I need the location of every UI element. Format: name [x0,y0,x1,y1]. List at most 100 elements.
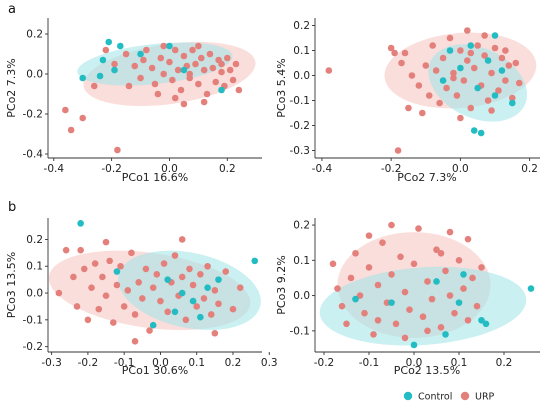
data-point-urp [131,62,139,70]
y-tick-label: -0.1 [290,325,311,337]
data-point-urp [464,235,472,243]
data-point-urp [450,69,457,77]
data-point-control [113,268,121,275]
y-tick-label: 0.0 [293,70,310,82]
data-point-urp [379,239,386,246]
data-point-urp [446,34,454,42]
data-point-urp [388,221,395,229]
data-point-urp [125,82,133,90]
data-point-urp [229,305,237,313]
data-point-urp [365,232,373,239]
y-tick-label: 0.2 [26,234,43,246]
data-point-urp [182,316,190,324]
data-point-urp [410,260,418,268]
data-point-urp [464,27,471,34]
x-tick-label: -0.2 [381,163,402,175]
legend-label-urp: URP [475,392,495,403]
legend-marker-control [403,391,413,401]
x-tick-label: 0.2 [225,357,242,369]
data-point-urp [338,302,346,310]
data-point-urp [195,42,202,50]
x-tick-label: 0.2 [496,357,513,369]
y-tick-label: -0.1 [23,314,44,326]
data-point-urp [212,78,220,86]
data-point-urp [446,292,454,299]
data-point-urp [135,279,142,286]
x-tick-label: 0.1 [188,357,205,369]
data-point-control [164,276,171,283]
data-point-urp [509,94,516,102]
x-tick-label: -0.1 [359,357,380,369]
data-point-urp [446,228,454,236]
data-point-control [509,99,516,107]
data-point-urp [186,70,194,78]
data-point-urp [236,284,244,291]
y-tick-label: 0.1 [293,255,310,267]
data-point-urp [464,316,472,324]
data-point-control [218,86,225,94]
y-tick-label: 0.0 [293,290,310,302]
data-point-urp [515,79,523,87]
data-point-urp [433,246,440,254]
data-point-urp [171,46,179,54]
legend-entry-control: Control [403,391,452,403]
data-point-urp [495,87,502,94]
data-point-urp [124,287,132,294]
data-point-control [446,47,454,54]
x-tick-label: -0.4 [312,163,333,175]
data-point-urp [70,273,77,281]
data-point-urp [439,54,447,62]
x-axis-title: PCo2 7.3% [397,171,457,184]
data-point-control [352,295,359,303]
data-point-control [478,316,485,324]
y-tick-label: 0.1 [293,45,310,57]
data-point-control [470,127,478,134]
data-point-urp [457,47,464,54]
data-point-urp [160,260,168,267]
y-tick-label: -0.2 [23,341,44,353]
data-point-urp [419,313,427,321]
data-point-urp [215,300,222,308]
data-point-control [215,276,222,283]
data-point-urp [401,334,409,342]
data-point-urp [226,66,234,74]
data-point-urp [218,68,225,76]
data-point-urp [391,49,398,57]
data-point-urp [343,320,350,328]
data-point-control [166,42,173,50]
y-tick-label: 0.0 [26,69,43,81]
data-point-control [457,64,464,72]
data-point-urp [180,100,188,108]
data-point-urp [222,268,230,275]
data-point-control [79,74,87,82]
data-point-urp [151,80,159,88]
data-point-urp [148,64,156,72]
data-point-urp [142,265,150,273]
y-tick-label: 0.1 [26,261,43,273]
data-point-urp [406,306,413,313]
legend-entry-urp: URP [460,392,495,403]
data-point-urp [90,82,98,90]
y-axis-title: PCo3 13.5% [5,252,18,318]
confidence-ellipse-control [319,266,527,346]
x-tick-label: -0.4 [44,163,65,175]
data-point-urp [361,309,368,317]
data-point-urp [88,284,95,291]
data-point-urp [149,284,157,291]
data-point-urp [120,303,128,310]
data-point-urp [478,264,485,271]
data-point-urp [211,287,219,294]
x-tick-label: 0.3 [261,357,278,369]
data-point-urp [347,274,355,282]
data-point-urp [415,225,422,232]
y-axis-title: PCo2 7.3% [5,58,18,118]
confidence-ellipse-control [77,42,233,86]
data-point-urp [117,262,124,270]
data-point-control [455,299,463,306]
data-point-control [137,50,144,58]
data-point-urp [467,104,475,112]
data-point-urp [209,64,217,72]
